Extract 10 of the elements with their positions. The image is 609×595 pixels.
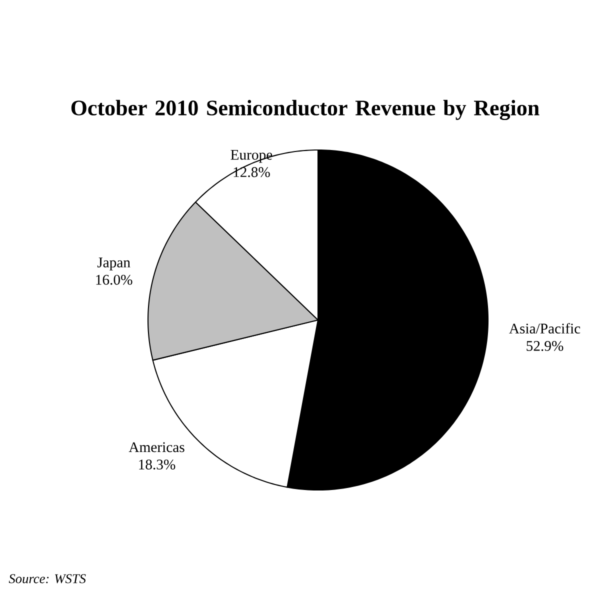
data-label: 52.9% — [526, 340, 564, 351]
slice-label: Asia/Pacific — [509, 323, 580, 334]
data-label: 18.3% — [139, 460, 176, 470]
data-label: 16.0% — [96, 274, 132, 285]
chart-title: October 2010 Semiconductor Revenue by Region — [71, 100, 540, 120]
slice-label: Europe — [230, 150, 272, 163]
data-label: 12.8% — [234, 167, 270, 178]
slice-label: Americas — [128, 442, 184, 452]
slice-label: Japan — [97, 258, 130, 270]
source-note: Source: WSTS — [8, 574, 86, 584]
